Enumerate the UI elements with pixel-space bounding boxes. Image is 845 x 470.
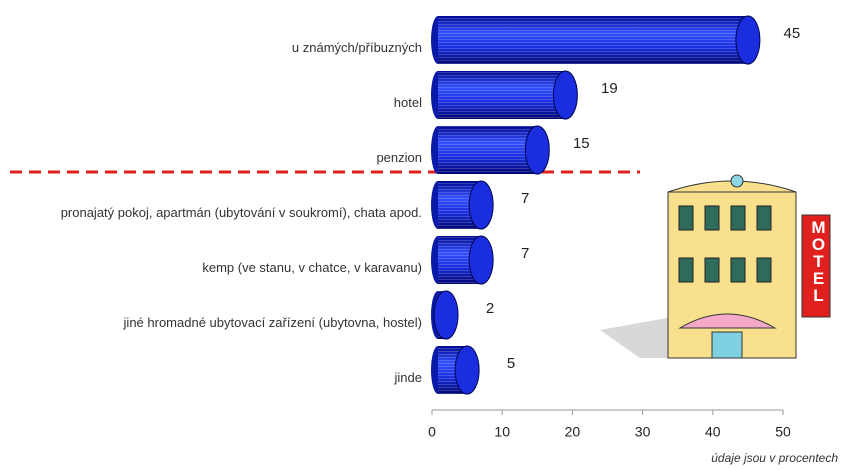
bar-cap (468, 235, 494, 285)
bar-stripes (438, 126, 538, 174)
x-tick-label: 50 (775, 424, 791, 440)
motel-sign: MOTEL (809, 218, 828, 303)
x-tick-label: 30 (635, 424, 651, 440)
category-label: jiné hromadné ubytovací zařízení (ubytov… (123, 315, 422, 330)
category-label: pronajatý pokoj, apartmán (ubytování v s… (60, 205, 422, 220)
x-tick-label: 20 (565, 424, 581, 440)
bar-cap (552, 70, 578, 120)
bar-cap (468, 180, 494, 230)
value-label: 5 (507, 355, 515, 372)
value-label: 45 (784, 25, 801, 42)
motel-illustration (600, 174, 831, 359)
category-label: kemp (ve stanu, v chatce, v karavanu) (202, 260, 422, 275)
x-tick-label: 0 (428, 424, 436, 440)
category-label: penzion (376, 150, 422, 165)
value-label: 7 (521, 245, 529, 262)
bar-cap (735, 15, 761, 65)
value-label: 15 (573, 135, 590, 152)
bar-cap (454, 345, 480, 395)
category-label: u známých/příbuzných (291, 40, 422, 55)
bar-stripes (438, 16, 748, 64)
x-tick-label: 10 (494, 424, 510, 440)
value-label: 2 (486, 300, 494, 317)
footnote: údaje jsou v procentech (711, 451, 838, 465)
bar-cap (433, 290, 459, 340)
bar-cap (524, 125, 550, 175)
x-tick-label: 40 (705, 424, 721, 440)
value-label: 19 (601, 80, 618, 97)
value-label: 7 (521, 190, 529, 207)
category-label: hotel (393, 95, 422, 110)
bar-stripes (438, 71, 566, 119)
category-label: jinde (394, 370, 422, 385)
